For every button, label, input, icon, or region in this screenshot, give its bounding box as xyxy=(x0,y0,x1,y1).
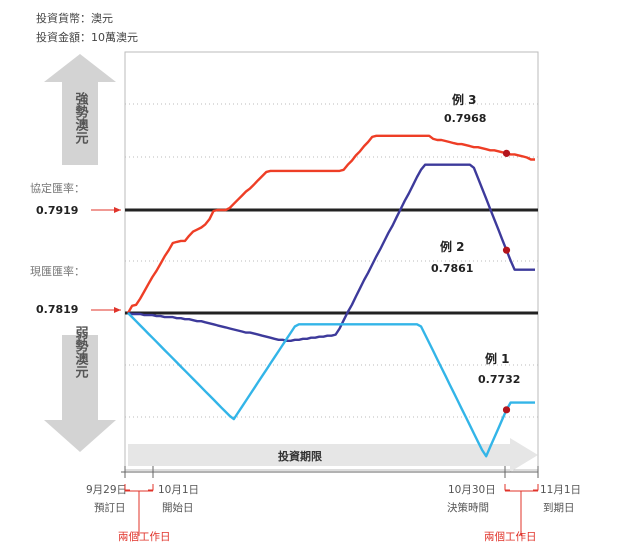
decision-point-marker xyxy=(502,406,511,414)
series-value-ex1: 0.7732 xyxy=(478,373,520,386)
series-label-ex1: 例 1 xyxy=(485,351,510,366)
strong-aud-arrow xyxy=(44,54,116,165)
series-label-ex2: 例 2 xyxy=(440,239,465,254)
period-arrow xyxy=(128,438,538,472)
timeline-date: 10月30日 xyxy=(448,484,496,496)
period-label: 投資期限 xyxy=(278,449,322,463)
two-days-right-label: 兩個工作日 xyxy=(484,530,537,543)
two-days-left-bracket xyxy=(124,484,154,536)
timeline-date: 10月1日 xyxy=(158,484,199,496)
spot-caption: 現匯匯率： xyxy=(30,264,85,278)
strike-caption: 協定匯率： xyxy=(30,181,85,195)
timeline-desc: 開始日 xyxy=(162,501,194,514)
decision-point-marker xyxy=(502,246,511,254)
timeline-date: 9月29日 xyxy=(86,484,127,496)
strong-aud-label: 強勢澳元 xyxy=(73,91,89,145)
decision-point-marker xyxy=(502,149,511,157)
two-days-right-bracket xyxy=(504,484,539,536)
weak-aud-label: 弱勢澳元 xyxy=(73,325,89,379)
timeline-desc: 預訂日 xyxy=(94,501,126,514)
series-layer xyxy=(126,134,535,458)
series-value-ex2: 0.7861 xyxy=(431,262,473,275)
amount-line: 投資金額：10萬澳元 xyxy=(36,30,138,44)
timeline-desc: 到期日 xyxy=(543,502,575,514)
timeline-desc: 決策時間 xyxy=(447,501,489,514)
strike-value: 0.7919 xyxy=(36,204,78,217)
currency-line: 投資貨幣：澳元 xyxy=(36,11,113,25)
series-value-ex3: 0.7968 xyxy=(444,112,486,125)
series-label-ex3: 例 3 xyxy=(452,92,477,107)
series-line-ex3 xyxy=(126,134,535,314)
series-line-ex1 xyxy=(127,312,535,458)
spot-value: 0.7819 xyxy=(36,303,78,316)
timeline-date: 11月1日 xyxy=(540,484,581,496)
plot-area xyxy=(124,51,539,471)
weak-aud-arrow xyxy=(44,335,116,452)
two-days-left-label: 兩個工作日 xyxy=(118,530,171,543)
series-line-ex2 xyxy=(127,163,535,342)
